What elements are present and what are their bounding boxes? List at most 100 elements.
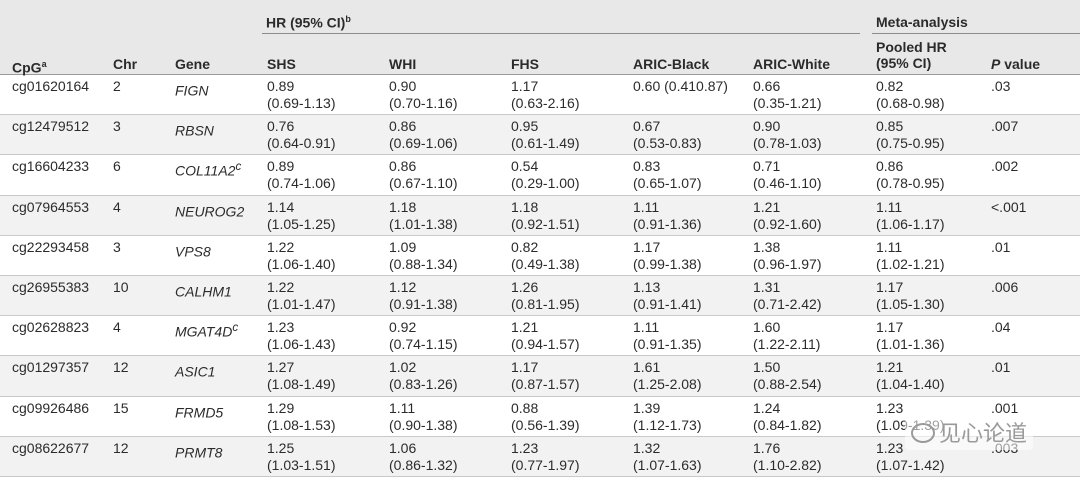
cell-fhs: 0.88 (0.56-1.39) — [511, 399, 580, 433]
cell-chr: 3 — [113, 238, 121, 255]
cell-whi: 0.92 (0.74-1.15) — [389, 319, 458, 353]
cell-ab: 1.17 (0.99-1.38) — [633, 238, 702, 272]
cell-aw: 0.71 (0.46-1.10) — [753, 158, 822, 192]
cell-gene: PRMT8 — [175, 444, 223, 461]
col-shs: SHS — [267, 56, 296, 72]
cell-ab: 1.61 (1.25-2.08) — [633, 359, 702, 393]
cell-fhs: 1.17 (0.87-1.57) — [511, 359, 580, 393]
table-column-header: CpGa Chr Gene SHS WHI FHS ARIC-Black ARI… — [0, 36, 1080, 76]
cell-chr: 6 — [113, 158, 121, 175]
cell-ab: 0.67 (0.53-0.83) — [633, 118, 702, 152]
cell-pooled: 1.17 (1.01-1.36) — [876, 319, 945, 353]
cell-ab: 1.13 (0.91-1.41) — [633, 278, 702, 312]
cell-chr: 12 — [113, 359, 129, 376]
table-row: cg08622677 12 PRMT8 1.25 (1.03-1.51) 1.06 (0.8… — [0, 436, 1080, 477]
cell-fhs: 1.17 (0.63-2.16) — [511, 78, 580, 111]
cell-gene: NEUROG2 — [175, 203, 245, 220]
cell-aw: 1.21 (0.92-1.60) — [753, 198, 822, 232]
table-row: cg02628823 4 MGAT4Dc 1.23 (1.06-1.43) 0.92 (0.… — [0, 316, 1080, 357]
col-gene: Gene — [175, 56, 211, 72]
watermark: 见心论道 — [905, 414, 1034, 450]
wechat-icon — [911, 423, 935, 443]
cell-shs: 1.14 (1.05-1.25) — [267, 198, 336, 232]
cell-aw: 0.66 (0.35-1.21) — [753, 78, 822, 111]
cell-chr: 4 — [113, 319, 121, 336]
cell-aw: 1.31 (0.71-2.42) — [753, 278, 822, 312]
cell-p: .01 — [991, 238, 1011, 255]
cell-whi: 0.90 (0.70-1.16) — [389, 78, 458, 111]
cell-pooled: 0.82 (0.68-0.98) — [876, 78, 945, 111]
hr-group-rule — [262, 33, 860, 34]
cell-gene: RBSN — [175, 122, 214, 139]
col-p-value: P value — [991, 56, 1041, 72]
cell-gene: CALHM1 — [175, 283, 232, 300]
table-row: cg01297357 12 ASIC1 1.27 (1.08-1.49) 1.02 (0.8… — [0, 356, 1080, 397]
cell-aw: 1.50 (0.88-2.54) — [753, 359, 822, 393]
cell-cpg: cg01620164 — [12, 78, 90, 94]
cell-gene: COL11A2c — [175, 160, 242, 180]
cell-p: .03 — [991, 78, 1011, 94]
cell-ab: 1.39 (1.12-1.73) — [633, 399, 702, 433]
cell-fhs: 1.18 (0.92-1.51) — [511, 198, 580, 232]
cell-p: .002 — [991, 158, 1019, 175]
cell-pooled: 1.11 (1.06-1.17) — [876, 198, 945, 232]
cell-p: .04 — [991, 319, 1011, 336]
cell-pooled: 0.85 (0.75-0.95) — [876, 118, 945, 152]
cell-p: .006 — [991, 278, 1019, 295]
col-aric-white: ARIC-White — [753, 56, 830, 72]
cell-gene: VPS8 — [175, 243, 211, 260]
cell-whi: 1.18 (1.01-1.38) — [389, 198, 458, 232]
cell-aw: 1.38 (0.96-1.97) — [753, 238, 822, 272]
cell-whi: 1.12 (0.91-1.38) — [389, 278, 458, 312]
cell-fhs: 1.26 (0.81-1.95) — [511, 278, 580, 312]
table-group-header: HR (95% CI)b Meta-analysis — [0, 0, 1080, 36]
col-aric-black: ARIC-Black — [633, 56, 710, 72]
table-row: cg16604233 6 COL11A2c 0.89 (0.74-1.06) 0.86 (0… — [0, 155, 1080, 196]
cell-whi: 0.86 (0.67-1.10) — [389, 158, 458, 192]
cell-shs: 1.29 (1.08-1.53) — [267, 399, 336, 433]
cell-whi: 1.02 (0.83-1.26) — [389, 359, 458, 393]
table-row: cg01620164 2 FIGN 0.89 (0.69-1.13) 0.90 (0.70-… — [0, 75, 1080, 116]
cell-fhs: 0.54 (0.29-1.00) — [511, 158, 580, 192]
cell-chr: 15 — [113, 399, 129, 416]
cell-p: .007 — [991, 118, 1019, 135]
table-row: cg09926486 15 FRMD5 1.29 (1.08-1.53) 1.11 (0.9… — [0, 397, 1080, 437]
cell-shs: 1.27 (1.08-1.49) — [267, 359, 336, 393]
cell-fhs: 0.95 (0.61-1.49) — [511, 118, 580, 152]
cell-ab: 0.83 (0.65-1.07) — [633, 158, 702, 192]
cell-shs: 0.89 (0.74-1.06) — [267, 158, 336, 192]
table-body: cg01620164 2 FIGN 0.89 (0.69-1.13) 0.90 (0.70-… — [0, 75, 1080, 477]
cell-fhs: 1.21 (0.94-1.57) — [511, 319, 580, 353]
table-row: cg26955383 10 CALHM1 1.22 (1.01-1.47) 1.12 (0.… — [0, 275, 1080, 317]
cell-chr: 12 — [113, 439, 129, 456]
cell-cpg: cg02628823 — [12, 319, 90, 336]
table-row: cg07964553 4 NEUROG2 1.14 (1.05-1.25) 1.18 (1.… — [0, 195, 1080, 236]
cell-whi: 1.06 (0.86-1.32) — [389, 439, 458, 473]
cell-cpg: cg01297357 — [12, 359, 90, 376]
cell-pooled: 0.86 (0.78-0.95) — [876, 158, 945, 192]
col-pooled-hr: Pooled HR (95% CI) — [876, 39, 947, 71]
cell-p: .01 — [991, 359, 1011, 376]
cell-cpg: cg12479512 — [12, 118, 90, 135]
cell-cpg: cg26955383 — [12, 278, 90, 295]
cell-cpg: cg16604233 — [12, 158, 90, 175]
cell-p: .001 — [991, 399, 1019, 416]
cell-gene: FIGN — [175, 82, 209, 99]
cell-cpg: cg22293458 — [12, 238, 90, 255]
cell-pooled: 1.11 (1.02-1.21) — [876, 238, 945, 272]
cell-shs: 1.22 (1.01-1.47) — [267, 278, 336, 312]
meta-group-rule — [872, 33, 1080, 34]
cell-chr: 2 — [113, 78, 121, 94]
cell-aw: 1.24 (0.84-1.82) — [753, 399, 822, 433]
cell-cpg: cg07964553 — [12, 198, 90, 215]
table-row: cg12479512 3 RBSN 0.76 (0.64-0.91) 0.86 (0.69-… — [0, 115, 1080, 156]
cell-gene: MGAT4Dc — [175, 321, 239, 340]
cell-whi: 1.09 (0.88-1.34) — [389, 238, 458, 272]
cell-shs: 1.22 (1.06-1.40) — [267, 238, 336, 272]
cell-whi: 1.11 (0.90-1.38) — [389, 399, 458, 433]
cell-chr: 3 — [113, 118, 121, 135]
cell-gene: ASIC1 — [175, 363, 216, 380]
col-cpg: CpGa — [12, 59, 47, 76]
cell-cpg: cg08622677 — [12, 439, 90, 456]
col-fhs: FHS — [511, 56, 539, 72]
